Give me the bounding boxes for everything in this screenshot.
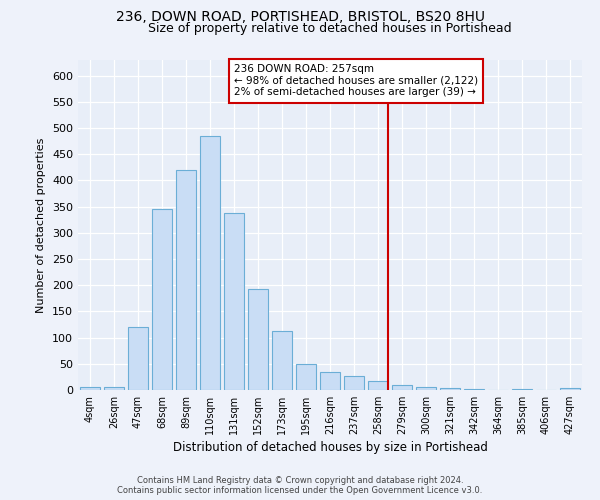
Bar [512, 389, 532, 390]
Bar [440, 388, 460, 390]
Text: Contains HM Land Registry data © Crown copyright and database right 2024.
Contai: Contains HM Land Registry data © Crown c… [118, 476, 482, 495]
Bar [152, 210, 172, 390]
Bar [224, 213, 244, 390]
Bar [104, 388, 124, 390]
Bar [176, 170, 196, 390]
Bar [272, 332, 292, 390]
Bar [560, 388, 580, 390]
Bar [200, 136, 220, 390]
Bar [296, 364, 316, 390]
Bar [248, 289, 268, 390]
Bar [416, 388, 436, 390]
Text: 236 DOWN ROAD: 257sqm
← 98% of detached houses are smaller (2,122)
2% of semi-de: 236 DOWN ROAD: 257sqm ← 98% of detached … [234, 64, 478, 98]
Bar [344, 376, 364, 390]
Y-axis label: Number of detached properties: Number of detached properties [37, 138, 46, 312]
Title: Size of property relative to detached houses in Portishead: Size of property relative to detached ho… [148, 22, 512, 35]
X-axis label: Distribution of detached houses by size in Portishead: Distribution of detached houses by size … [173, 441, 487, 454]
Bar [464, 389, 484, 390]
Bar [128, 327, 148, 390]
Bar [392, 385, 412, 390]
Bar [320, 372, 340, 390]
Text: 236, DOWN ROAD, PORTISHEAD, BRISTOL, BS20 8HU: 236, DOWN ROAD, PORTISHEAD, BRISTOL, BS2… [115, 10, 485, 24]
Bar [368, 380, 388, 390]
Bar [80, 388, 100, 390]
